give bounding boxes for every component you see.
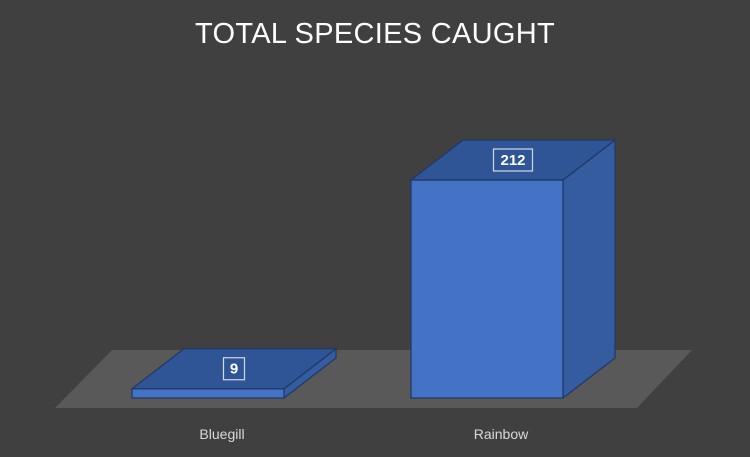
bar-top-face	[409, 139, 617, 181]
data-label: 212	[492, 148, 534, 172]
chart-title: TOTAL SPECIES CAUGHT	[195, 18, 555, 50]
data-label: 9	[222, 357, 246, 381]
bar-side-face	[562, 138, 616, 400]
bar-rainbow: 212	[409, 138, 617, 400]
bar-front-face	[131, 388, 285, 399]
bar-top-face	[130, 348, 338, 390]
category-labels: Bluegill Rainbow	[199, 426, 529, 442]
bar-front-face	[410, 179, 564, 399]
category-label: Bluegill	[199, 426, 244, 442]
bar-group: 9 212	[130, 138, 617, 400]
data-label-value: 9	[230, 361, 238, 378]
bar-bluegill: 9	[130, 347, 338, 400]
category-label: Rainbow	[474, 426, 529, 442]
data-label-box	[222, 357, 246, 381]
data-label-box	[492, 148, 534, 172]
data-label-value: 212	[500, 152, 525, 169]
